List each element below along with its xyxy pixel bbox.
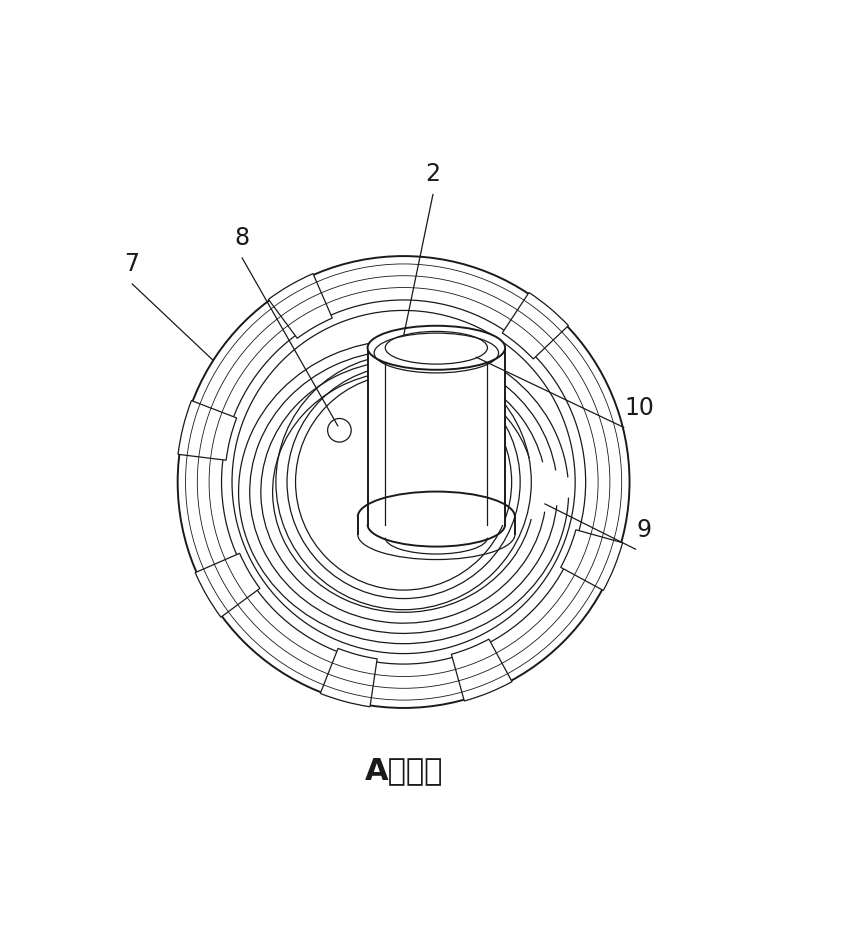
Bar: [367, 348, 505, 524]
Text: 8: 8: [234, 226, 249, 249]
Text: 2: 2: [425, 162, 440, 186]
Wedge shape: [320, 648, 376, 707]
Wedge shape: [451, 639, 511, 701]
Ellipse shape: [367, 326, 505, 370]
Wedge shape: [501, 293, 568, 359]
Wedge shape: [268, 274, 332, 338]
Text: A处放大: A处放大: [364, 756, 442, 785]
Text: 9: 9: [636, 518, 651, 541]
Circle shape: [232, 310, 575, 653]
Ellipse shape: [385, 332, 487, 364]
Circle shape: [177, 256, 629, 708]
Circle shape: [327, 418, 351, 442]
Text: 10: 10: [624, 396, 653, 420]
Wedge shape: [178, 401, 236, 460]
Wedge shape: [560, 530, 622, 591]
Circle shape: [221, 300, 585, 664]
Text: 7: 7: [124, 252, 139, 276]
Wedge shape: [195, 554, 260, 617]
